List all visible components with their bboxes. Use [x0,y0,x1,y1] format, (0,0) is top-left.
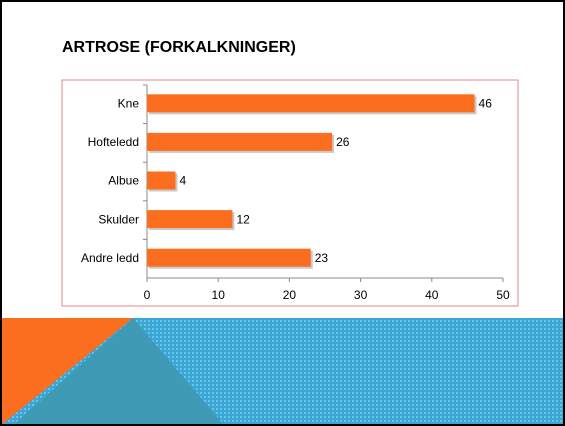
chart-title: ARTROSE (FORKALKNINGER) [62,39,296,56]
value-label: 4 [179,174,186,188]
x-tick-label: 40 [425,288,439,302]
y-tick-label: Kne [118,96,140,110]
bar [147,132,333,151]
x-tick-label: 50 [496,288,510,302]
x-tick-label: 30 [354,288,368,302]
x-tick-label: 0 [144,288,151,302]
y-tick-label: Andre ledd [81,251,139,265]
value-label: 46 [479,96,493,110]
bar [147,171,176,190]
x-tick-label: 20 [283,288,297,302]
y-tick-label: Skulder [98,212,139,226]
bar [147,94,475,113]
bar [147,248,311,267]
x-tick-label: 10 [212,288,226,302]
y-tick-label: Albue [108,174,139,188]
y-tick-label: Hofteledd [88,135,139,149]
value-label: 26 [336,135,350,149]
bar [147,210,233,229]
decor-teal [12,318,225,426]
value-label: 23 [315,251,329,265]
value-label: 12 [236,212,250,226]
decor-orange [0,318,133,426]
